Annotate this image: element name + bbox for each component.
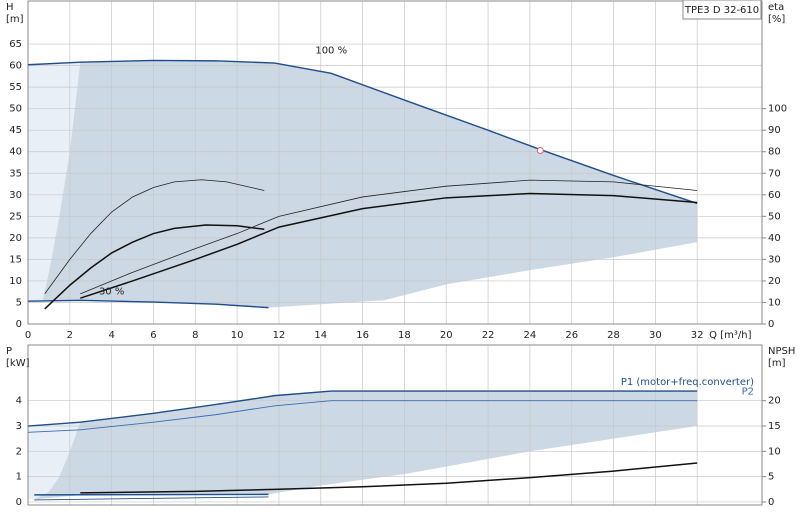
x-tick-label: 8 [192, 330, 198, 341]
curve [27, 400, 698, 433]
plot-frame [27, 344, 763, 506]
y2-tick-label: 0 [768, 319, 774, 330]
plot-frame [27, 0, 763, 325]
x-tick-label: 20 [440, 330, 453, 341]
curve [34, 496, 269, 501]
operating-region [28, 62, 81, 302]
y-tick-label: 25 [9, 211, 22, 222]
y-tick-label: 4 [16, 396, 22, 407]
y2-tick-label: 20 [768, 396, 781, 407]
curve [44, 179, 265, 295]
y-tick-label: 65 [9, 39, 22, 50]
y2-tick-label: 10 [768, 446, 781, 457]
y-tick-label: 2 [16, 446, 22, 457]
y-tick-label: 1 [16, 472, 22, 483]
y2-tick-label: 30 [768, 254, 781, 265]
y2-axis-label: eta [768, 2, 784, 13]
y2-tick-label: 50 [768, 211, 781, 222]
x-tick-label: 4 [108, 330, 114, 341]
title-box [682, 0, 762, 20]
annotation: 30 % [99, 287, 124, 298]
curve [27, 299, 269, 309]
y2-tick-label: 5 [768, 472, 774, 483]
curve [80, 192, 698, 299]
y-tick-label: 50 [9, 104, 22, 115]
y-tick-label: 45 [9, 125, 22, 136]
curve [80, 462, 698, 494]
y-tick-label: 15 [9, 254, 22, 265]
x-tick-label: 22 [482, 330, 495, 341]
x-tick-label: 18 [398, 330, 411, 341]
y-axis-label: H [6, 2, 14, 13]
y2-axis-label: NPSH [768, 346, 795, 357]
y2-tick-label: 15 [768, 421, 781, 432]
y2-axis-label: [%] [768, 14, 785, 25]
curve [27, 59, 698, 205]
operating-region [28, 422, 81, 500]
curve [34, 493, 269, 496]
y2-tick-label: 100 [768, 104, 787, 115]
curve [44, 224, 265, 310]
duty-point [536, 146, 544, 154]
y2-tick-label: 10 [768, 297, 781, 308]
y-tick-label: 60 [9, 61, 22, 72]
curve [80, 179, 698, 295]
y-axis-label: [kW] [6, 358, 30, 369]
y-tick-label: 55 [9, 82, 22, 93]
series-label: P1 (motor+freq.converter) [621, 377, 754, 388]
y2-tick-label: 80 [768, 147, 781, 158]
y-tick-label: 3 [16, 421, 22, 432]
y-tick-label: 0 [16, 497, 22, 508]
y2-tick-label: 20 [768, 276, 781, 287]
y2-axis-label: [m] [768, 358, 786, 369]
x-tick-label: 6 [150, 330, 156, 341]
y-tick-label: 20 [9, 233, 22, 244]
annotation: 100 % [315, 46, 347, 57]
y-tick-label: 35 [9, 168, 22, 179]
operating-region [42, 60, 698, 308]
x-tick-label: 0 [25, 330, 31, 341]
chart-title: TPE3 D 32-610 [684, 5, 759, 16]
y-tick-label: 5 [16, 297, 22, 308]
y-tick-label: 30 [9, 190, 22, 201]
y-axis-label: P [6, 346, 12, 357]
operating-region [34, 391, 698, 500]
x-tick-label: 12 [273, 330, 286, 341]
x-tick-label: 30 [649, 330, 662, 341]
y-axis-label: [m] [6, 14, 24, 25]
curve [27, 390, 698, 427]
x-tick-label: 14 [314, 330, 327, 341]
y2-tick-label: 60 [768, 190, 781, 201]
x-tick-label: 24 [524, 330, 537, 341]
x-tick-label: 26 [565, 330, 578, 341]
y-tick-label: 40 [9, 147, 22, 158]
x-axis-label: Q [m³/h] [709, 330, 751, 341]
x-tick-label: 28 [607, 330, 620, 341]
y-tick-label: 0 [16, 319, 22, 330]
series-label: P2 [742, 387, 754, 398]
y-tick-label: 10 [9, 276, 22, 287]
y2-tick-label: 70 [768, 168, 781, 179]
x-tick-label: 32 [691, 330, 704, 341]
y2-tick-label: 0 [768, 497, 774, 508]
x-tick-label: 10 [231, 330, 244, 341]
x-tick-label: 16 [356, 330, 369, 341]
x-tick-label: 2 [67, 330, 73, 341]
y2-tick-label: 90 [768, 125, 781, 136]
y2-tick-label: 40 [768, 233, 781, 244]
